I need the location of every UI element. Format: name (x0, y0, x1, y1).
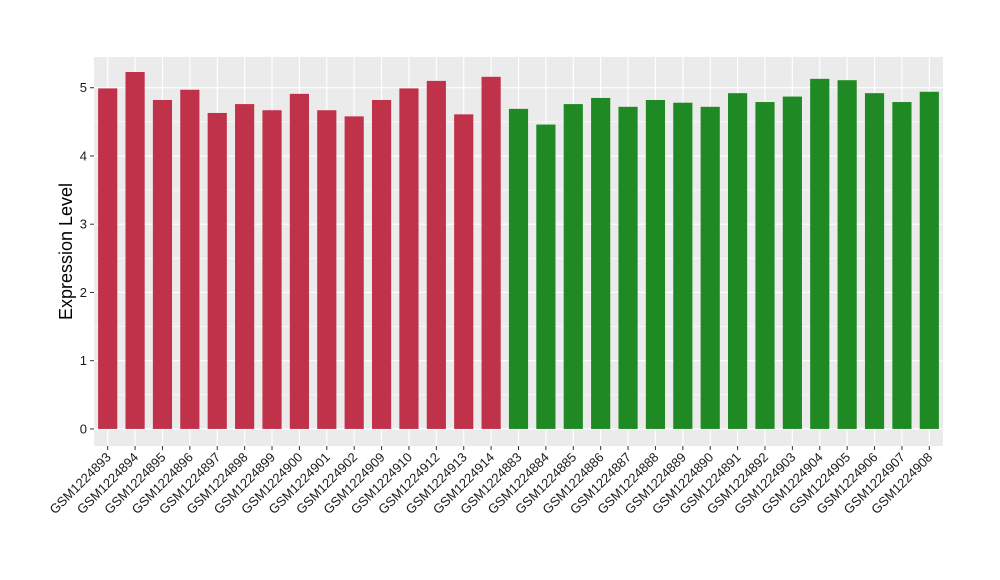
bar-GSM1224907 (892, 102, 912, 429)
bar-GSM1224890 (700, 106, 720, 429)
bar-GSM1224906 (864, 93, 885, 429)
bar-GSM1224903 (782, 96, 802, 429)
y-tick-label: 0 (80, 421, 87, 436)
bar-GSM1224904 (810, 78, 830, 429)
bar-GSM1224900 (289, 93, 309, 429)
bar-GSM1224899 (262, 110, 282, 429)
bar-GSM1224893 (98, 88, 118, 429)
bar-GSM1224905 (837, 80, 857, 429)
y-tick-label: 5 (80, 80, 87, 95)
y-tick-label: 3 (80, 217, 87, 232)
bar-GSM1224902 (344, 116, 364, 429)
y-tick-label: 4 (80, 148, 87, 163)
bar-GSM1224912 (426, 80, 446, 429)
bar-GSM1224896 (180, 89, 200, 429)
bar-GSM1224913 (454, 114, 474, 429)
bar-GSM1224883 (508, 108, 529, 429)
bars (98, 72, 939, 429)
y-axis: 0 1 2 3 4 5 (80, 80, 94, 436)
bar-GSM1224894 (125, 72, 145, 429)
y-tick-label: 2 (80, 285, 87, 300)
bar-GSM1224908 (919, 91, 939, 429)
bar-GSM1224891 (728, 93, 748, 429)
bar-GSM1224887 (618, 106, 638, 429)
bar-GSM1224901 (317, 110, 337, 429)
bar-GSM1224888 (645, 99, 666, 429)
bar-GSM1224884 (536, 124, 556, 429)
bar-GSM1224886 (591, 97, 611, 429)
bar-GSM1224897 (207, 112, 227, 429)
bar-GSM1224895 (152, 99, 173, 429)
bar-GSM1224889 (673, 102, 693, 429)
bar-GSM1224910 (399, 88, 419, 429)
bar-GSM1224898 (235, 104, 255, 429)
bar-GSM1224885 (563, 104, 583, 429)
x-axis: GSM1224893GSM1224894GSM1224895GSM1224896… (46, 446, 935, 517)
bar-GSM1224892 (755, 102, 775, 429)
y-axis-title: Expression Level (56, 183, 76, 320)
bar-GSM1224909 (371, 99, 392, 429)
bar-GSM1224914 (481, 76, 501, 429)
y-tick-label: 1 (80, 353, 87, 368)
